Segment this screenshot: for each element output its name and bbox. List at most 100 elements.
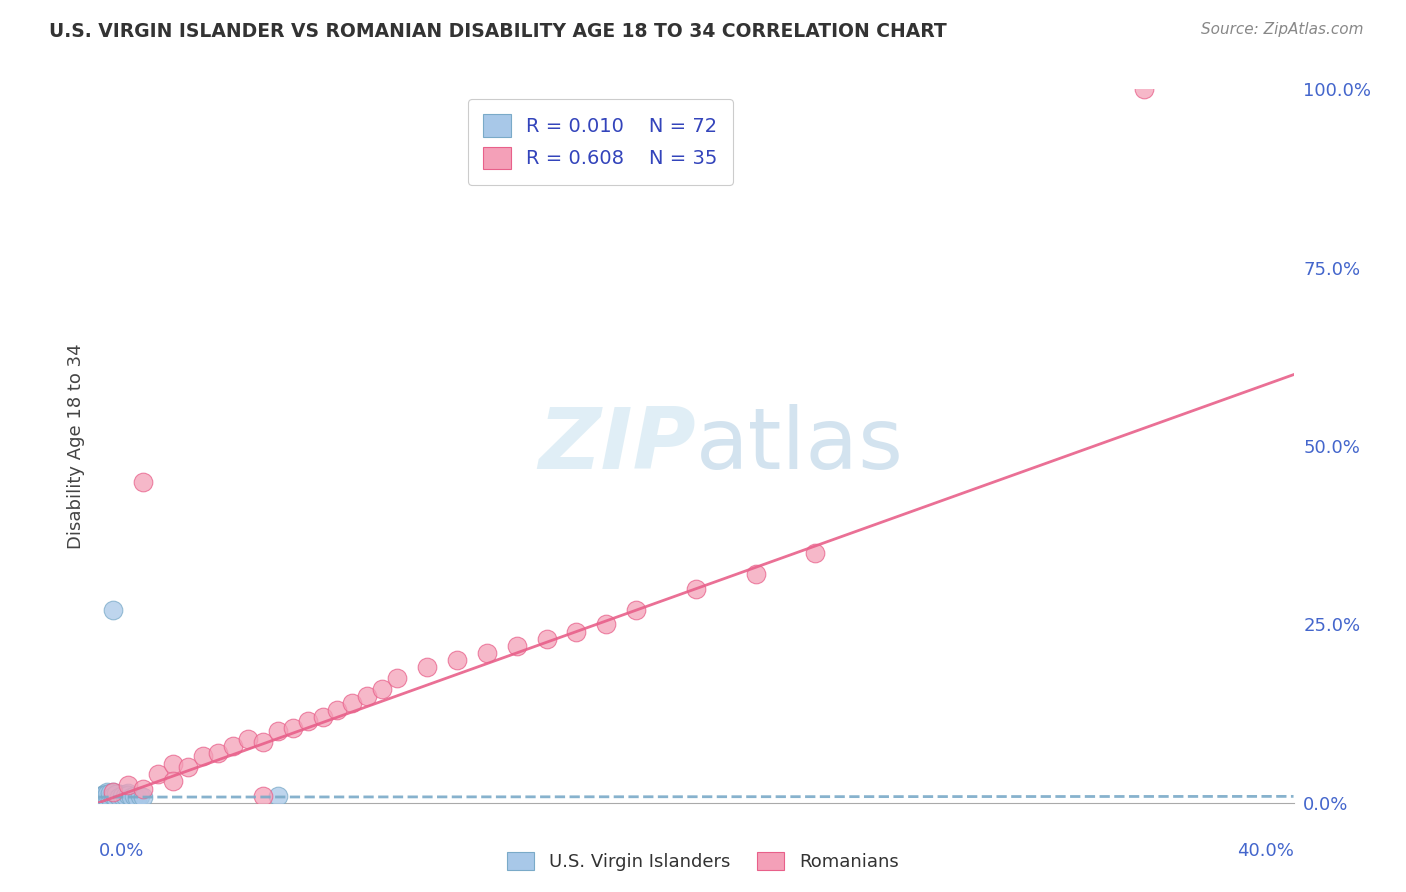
Point — [98, 789, 122, 804]
Point — [103, 789, 125, 804]
Point — [745, 567, 768, 582]
Point — [342, 696, 364, 710]
Point — [93, 793, 115, 807]
Point — [162, 774, 184, 789]
Point — [252, 789, 274, 803]
Legend: R = 0.010    N = 72, R = 0.608    N = 35: R = 0.010 N = 72, R = 0.608 N = 35 — [468, 99, 733, 185]
Legend: U.S. Virgin Islanders, Romanians: U.S. Virgin Islanders, Romanians — [501, 845, 905, 879]
Point — [96, 789, 118, 803]
Point — [148, 767, 170, 781]
Point — [114, 789, 136, 803]
Point — [93, 792, 115, 806]
Point — [804, 546, 827, 560]
Point — [103, 788, 125, 802]
Point — [111, 789, 134, 803]
Point — [93, 788, 115, 802]
Point — [416, 660, 439, 674]
Point — [114, 788, 136, 802]
Point — [93, 789, 115, 804]
Point — [108, 792, 131, 806]
Point — [108, 791, 131, 805]
Point — [98, 793, 122, 807]
Point — [191, 749, 214, 764]
Point — [103, 785, 125, 799]
Point — [1133, 82, 1156, 96]
Point — [162, 756, 184, 771]
Point — [93, 794, 115, 808]
Point — [114, 787, 136, 801]
Point — [103, 790, 125, 805]
Point — [124, 789, 146, 804]
Point — [132, 790, 155, 805]
Point — [117, 790, 139, 805]
Point — [96, 790, 118, 805]
Point — [98, 794, 122, 808]
Point — [267, 789, 290, 803]
Point — [98, 787, 122, 801]
Point — [565, 624, 588, 639]
Point — [103, 791, 125, 805]
Point — [90, 789, 112, 803]
Point — [475, 646, 498, 660]
Point — [105, 787, 128, 801]
Point — [506, 639, 529, 653]
Point — [105, 788, 128, 802]
Point — [111, 788, 134, 802]
Point — [98, 786, 122, 800]
Point — [90, 790, 112, 805]
Point — [108, 787, 131, 801]
Point — [132, 475, 155, 489]
Point — [90, 793, 112, 807]
Point — [127, 790, 149, 805]
Point — [117, 778, 139, 792]
Point — [117, 786, 139, 800]
Point — [96, 791, 118, 805]
Point — [114, 790, 136, 805]
Point — [281, 721, 304, 735]
Point — [105, 792, 128, 806]
Point — [111, 789, 134, 804]
Point — [267, 724, 290, 739]
Point — [626, 603, 648, 617]
Point — [326, 703, 349, 717]
Point — [96, 785, 118, 799]
Point — [207, 746, 229, 760]
Point — [311, 710, 333, 724]
Point — [120, 790, 142, 805]
Point — [96, 787, 118, 801]
Point — [105, 791, 128, 805]
Point — [105, 792, 128, 806]
Text: 40.0%: 40.0% — [1237, 842, 1294, 860]
Point — [103, 603, 125, 617]
Point — [117, 790, 139, 805]
Text: U.S. VIRGIN ISLANDER VS ROMANIAN DISABILITY AGE 18 TO 34 CORRELATION CHART: U.S. VIRGIN ISLANDER VS ROMANIAN DISABIL… — [49, 22, 948, 41]
Point — [103, 787, 125, 801]
Point — [595, 617, 617, 632]
Point — [236, 731, 259, 746]
Point — [685, 582, 707, 596]
Text: ZIP: ZIP — [538, 404, 696, 488]
Point — [96, 788, 118, 802]
Y-axis label: Disability Age 18 to 34: Disability Age 18 to 34 — [66, 343, 84, 549]
Point — [446, 653, 468, 667]
Point — [105, 787, 128, 801]
Point — [129, 789, 152, 803]
Point — [108, 790, 131, 805]
Point — [536, 632, 558, 646]
Point — [98, 791, 122, 805]
Point — [90, 794, 112, 808]
Point — [98, 790, 122, 805]
Point — [108, 787, 131, 801]
Point — [297, 714, 319, 728]
Point — [90, 792, 112, 806]
Point — [356, 689, 378, 703]
Point — [111, 792, 134, 806]
Point — [103, 793, 125, 807]
Point — [103, 785, 125, 799]
Point — [371, 681, 394, 696]
Point — [108, 790, 131, 805]
Point — [90, 789, 112, 803]
Point — [98, 789, 122, 803]
Point — [93, 787, 115, 801]
Text: atlas: atlas — [696, 404, 904, 488]
